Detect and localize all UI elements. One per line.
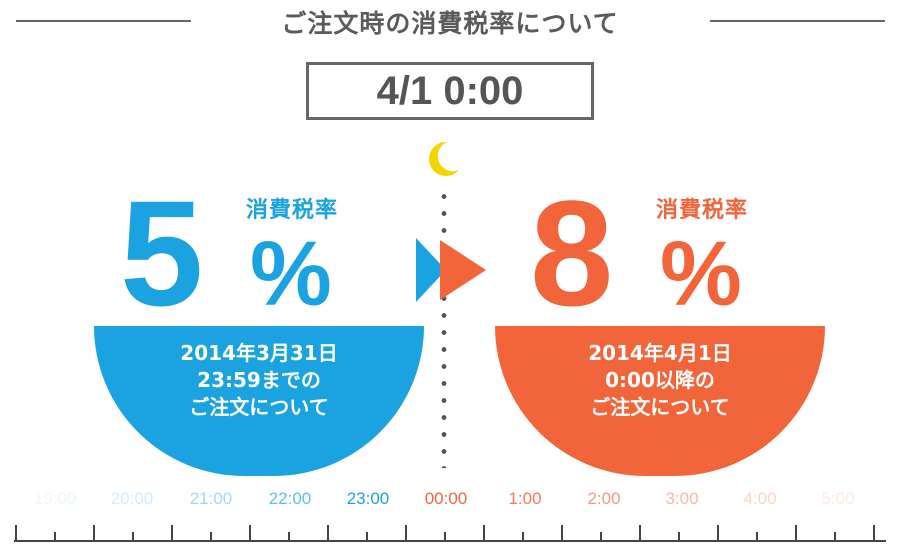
new-condition-line: 2014年4月1日 bbox=[588, 341, 732, 365]
timeline-label: 1:00 bbox=[508, 489, 542, 508]
timeline-label: 20:00 bbox=[110, 489, 154, 508]
timeline-label: 2:00 bbox=[587, 489, 621, 508]
new-rate-label: 消費税率 bbox=[656, 198, 749, 223]
moon-icon bbox=[429, 141, 459, 176]
new-rate-number: 8 bbox=[530, 169, 614, 337]
header-divider-left bbox=[16, 20, 191, 22]
timeline-label: 22:00 bbox=[268, 489, 312, 508]
page-title: ご注文時の消費税率について bbox=[281, 9, 619, 38]
timeline-label: 19:00 bbox=[33, 489, 77, 508]
divider-dotted-line bbox=[440, 188, 448, 468]
blue-arrow-icon bbox=[416, 238, 446, 302]
timeline-label: 5:00 bbox=[821, 489, 855, 508]
new-rate-percent: % bbox=[660, 223, 742, 325]
old-tax-rate: 5 消費税率 % bbox=[120, 178, 420, 330]
header-divider-right bbox=[710, 20, 885, 22]
timeline-label: 3:00 bbox=[665, 489, 699, 508]
old-condition-line: 23:59までの bbox=[197, 368, 321, 392]
orange-arrow-icon bbox=[440, 240, 486, 300]
new-condition-line: 0:00以降の bbox=[605, 368, 715, 392]
old-rate-label: 消費税率 bbox=[246, 198, 339, 223]
timeline-label: 23:00 bbox=[346, 489, 390, 508]
old-condition-line: 2014年3月31日 bbox=[180, 341, 338, 365]
timeline-label: 4:00 bbox=[743, 489, 777, 508]
old-rate-percent: % bbox=[250, 223, 332, 325]
timeline-labels: 19:00 20:00 21:00 22:00 23:00 00:00 1:00… bbox=[0, 489, 900, 511]
old-rate-number: 5 bbox=[120, 169, 204, 337]
old-rate-conditions: 2014年3月31日 23:59までの ご注文について bbox=[94, 326, 424, 476]
new-rate-conditions: 2014年4月1日 0:00以降の ご注文について bbox=[495, 326, 825, 476]
timeline-label: 00:00 bbox=[424, 489, 468, 508]
new-condition-line: ご注文について bbox=[590, 395, 730, 419]
switch-time-box: 4/1 0:00 bbox=[306, 62, 594, 120]
timeline-ruler bbox=[14, 525, 886, 542]
transition-arrows bbox=[416, 238, 486, 302]
timeline-label: 21:00 bbox=[189, 489, 233, 508]
new-tax-rate: 8 消費税率 % bbox=[530, 178, 830, 330]
old-condition-line: ご注文について bbox=[189, 395, 329, 419]
